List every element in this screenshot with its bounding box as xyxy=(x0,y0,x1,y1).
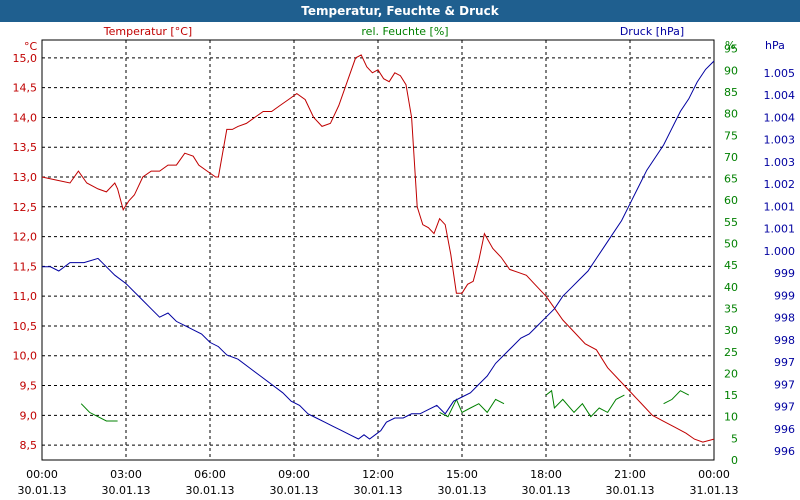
grid xyxy=(42,40,714,460)
series-lines xyxy=(41,54,715,443)
humidity-tick-label: 55 xyxy=(724,216,738,229)
pressure-tick-label: 998 xyxy=(774,312,795,325)
pressure-tick-label: 997 xyxy=(774,356,795,369)
humidity-axis: 0 5 10 15 20 25 30 35 40 45 50 55 60 65 70 75 80 85 90 95 xyxy=(724,43,738,467)
humidity-tick-label: 30 xyxy=(724,324,738,337)
x-date-label: 31.01.13 xyxy=(690,484,739,497)
pressure-tick-label: 999 xyxy=(774,289,795,302)
x-date-label: 30.01.13 xyxy=(18,484,67,497)
x-axis: 00:00 30.01.13 03:00 30.01.13 06:00 30.01.13 0… xyxy=(18,468,739,497)
temperature-tick-label: 9,0 xyxy=(20,409,38,422)
humidity-tick-label: 10 xyxy=(724,411,738,424)
humidity-tick-label: 95 xyxy=(724,43,738,56)
pressure-tick-label: 996 xyxy=(774,423,795,436)
pressure-tick-label: 1.002 xyxy=(764,178,796,191)
humidity-tick-label: 5 xyxy=(731,432,738,445)
pressure-tick-label: 996 xyxy=(774,445,795,458)
pressure-tick-label: 1.004 xyxy=(764,89,796,102)
humidity-tick-label: 65 xyxy=(724,173,738,186)
x-date-label: 30.01.13 xyxy=(438,484,487,497)
temperature-tick-label: 14,0 xyxy=(13,111,38,124)
chart-title: Temperatur, Feuchte & Druck xyxy=(0,0,800,22)
humidity-series-line xyxy=(545,389,625,418)
temperature-series-line xyxy=(41,54,715,443)
humidity-tick-label: 25 xyxy=(724,346,738,359)
temperature-axis-unit: °C xyxy=(24,40,38,53)
pressure-tick-label: 1.001 xyxy=(764,200,796,213)
temperature-tick-label: 12,5 xyxy=(13,201,38,214)
temperature-tick-label: 11,5 xyxy=(13,260,38,273)
humidity-series-line xyxy=(439,398,505,418)
humidity-tick-label: 75 xyxy=(724,129,738,142)
pressure-tick-label: 997 xyxy=(774,401,795,414)
pressure-tick-label: 1.001 xyxy=(764,223,796,236)
humidity-tick-label: 35 xyxy=(724,302,738,315)
temperature-tick-label: 10,0 xyxy=(13,350,38,363)
pressure-tick-label: 1.000 xyxy=(764,245,796,258)
pressure-tick-label: 1.005 xyxy=(764,67,796,80)
humidity-series-line xyxy=(663,390,690,405)
temperature-tick-label: 9,5 xyxy=(20,380,38,393)
humidity-tick-label: 50 xyxy=(724,238,738,251)
x-date-label: 30.01.13 xyxy=(606,484,655,497)
pressure-tick-label: 997 xyxy=(774,378,795,391)
x-time-label: 00:00 xyxy=(26,468,58,481)
humidity-tick-label: 45 xyxy=(724,259,738,272)
humidity-tick-label: 0 xyxy=(731,454,738,467)
temperature-tick-label: 12,0 xyxy=(13,231,38,244)
temperature-tick-label: 15,0 xyxy=(13,52,38,65)
pressure-axis-label: Druck [hPa] xyxy=(620,25,684,38)
temperature-tick-label: 14,5 xyxy=(13,82,38,95)
humidity-tick-label: 60 xyxy=(724,194,738,207)
humidity-axis-unit: % xyxy=(725,39,735,52)
pressure-series-line xyxy=(42,60,715,440)
temperature-axis-label: Temperatur [°C] xyxy=(103,25,192,38)
pressure-tick-label: 1.003 xyxy=(764,134,796,147)
x-date-label: 30.01.13 xyxy=(354,484,403,497)
humidity-tick-label: 80 xyxy=(724,108,738,121)
pressure-tick-label: 999 xyxy=(774,267,795,280)
x-date-label: 30.01.13 xyxy=(186,484,235,497)
x-time-label: 00:00 xyxy=(698,468,730,481)
temperature-tick-label: 13,5 xyxy=(13,141,38,154)
x-date-label: 30.01.13 xyxy=(522,484,571,497)
pressure-tick-label: 1.003 xyxy=(764,156,796,169)
humidity-tick-label: 15 xyxy=(724,389,738,402)
x-time-label: 21:00 xyxy=(614,468,646,481)
humidity-tick-label: 40 xyxy=(724,281,738,294)
temperature-tick-label: 11,0 xyxy=(13,290,38,303)
humidity-axis-label: rel. Feuchte [%] xyxy=(361,25,448,38)
x-time-label: 06:00 xyxy=(194,468,226,481)
x-time-label: 03:00 xyxy=(110,468,142,481)
pressure-axis: 996 996 997 997 997 998 998 999 999 1.000 1.001 1.0… xyxy=(764,67,796,458)
humidity-tick-label: 20 xyxy=(724,367,738,380)
humidity-series-line xyxy=(80,403,118,422)
x-time-label: 12:00 xyxy=(362,468,394,481)
x-time-label: 15:00 xyxy=(446,468,478,481)
humidity-tick-label: 90 xyxy=(724,64,738,77)
pressure-axis-unit: hPa xyxy=(765,39,785,52)
x-date-label: 30.01.13 xyxy=(102,484,151,497)
pressure-tick-label: 1.004 xyxy=(764,111,796,124)
x-date-label: 30.01.13 xyxy=(270,484,319,497)
temperature-tick-label: 10,5 xyxy=(13,320,38,333)
x-time-label: 09:00 xyxy=(278,468,310,481)
temperature-axis: 8,5 9,0 9,5 10,0 10,5 11,0 11,5 12,0 12,5 13,0 13,… xyxy=(13,52,38,452)
temperature-tick-label: 8,5 xyxy=(20,439,38,452)
pressure-tick-label: 998 xyxy=(774,334,795,347)
humidity-tick-label: 85 xyxy=(724,86,738,99)
temperature-tick-label: 13,0 xyxy=(13,171,38,184)
x-time-label: 18:00 xyxy=(530,468,562,481)
humidity-tick-label: 70 xyxy=(724,151,738,164)
